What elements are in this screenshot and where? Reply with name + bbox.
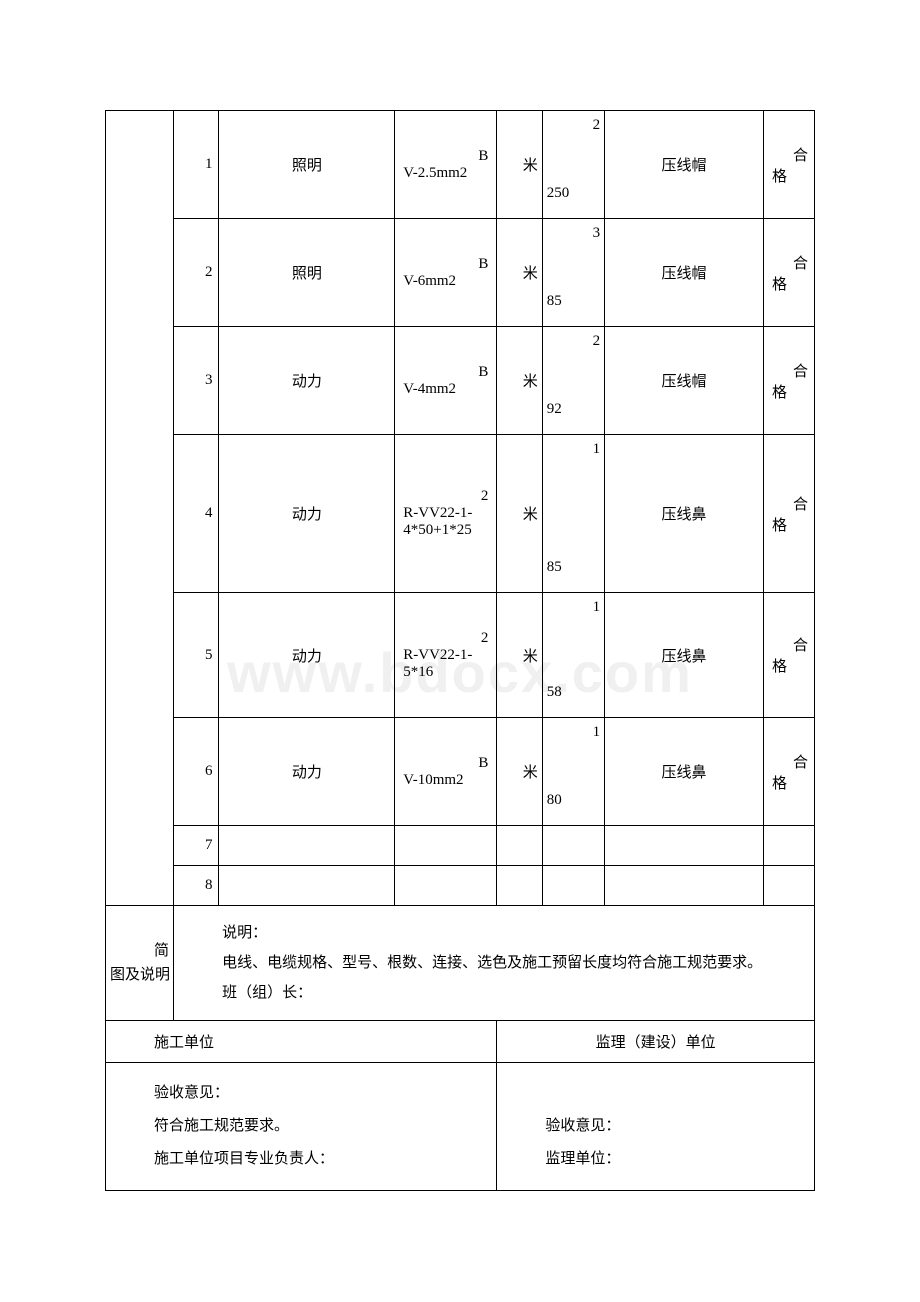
row-method: 压线鼻 [605, 435, 764, 593]
row-method: 压线帽 [605, 111, 764, 219]
row-spec [395, 826, 497, 866]
description-row: 简 图及说明 说明： 电线、电缆规格、型号、根数、连接、选色及施工预留长度均符合… [106, 906, 815, 1021]
row-qty: 1 85 [542, 435, 604, 593]
row-method: 压线帽 [605, 219, 764, 327]
row-result: 合 格 [763, 593, 814, 718]
row-name [219, 826, 395, 866]
row-name [219, 866, 395, 906]
row-method [605, 826, 764, 866]
row-index: 8 [174, 866, 219, 906]
row-method: 压线帽 [605, 327, 764, 435]
row-qty: 2 250 [542, 111, 604, 219]
row-spec: B V-4mm2 [395, 327, 497, 435]
desc-line: 电线、电缆规格、型号、根数、连接、选色及施工预留长度均符合施工规范要求。 [192, 948, 796, 978]
row-spec [395, 866, 497, 906]
row-unit: 米 [497, 219, 542, 327]
row-index: 6 [174, 718, 219, 826]
row-name: 照明 [219, 219, 395, 327]
construction-opinion: 验收意见： 符合施工规范要求。 施工单位项目专业负责人： [106, 1063, 497, 1191]
row-unit: 米 [497, 593, 542, 718]
row-index: 1 [174, 111, 219, 219]
row-index: 3 [174, 327, 219, 435]
row-name: 动力 [219, 718, 395, 826]
row-unit: 米 [497, 327, 542, 435]
footer-line: 验收意见： [124, 1077, 478, 1110]
row-result: 合 格 [763, 718, 814, 826]
row-result [763, 826, 814, 866]
row-method: 压线鼻 [605, 593, 764, 718]
row-result: 合 格 [763, 435, 814, 593]
inspection-table: 1 照明 B V-2.5mm2 米 2 250 压线帽 合 格 2 照明 B V… [105, 110, 815, 1191]
row-name: 动力 [219, 327, 395, 435]
table-row: 2 照明 B V-6mm2 米 3 85 压线帽 合 格 [106, 219, 815, 327]
row-index: 5 [174, 593, 219, 718]
table-row: 7 [106, 826, 815, 866]
row-qty [542, 826, 604, 866]
row-unit: 米 [497, 111, 542, 219]
row-qty: 2 92 [542, 327, 604, 435]
left-empty-cell [106, 111, 174, 906]
construction-unit-header: 施工单位 [106, 1021, 497, 1063]
row-method: 压线鼻 [605, 718, 764, 826]
supervision-opinion: 验收意见： 监理单位： [497, 1063, 815, 1191]
row-name: 照明 [219, 111, 395, 219]
row-name: 动力 [219, 593, 395, 718]
footer-line: 监理单位： [515, 1143, 796, 1176]
row-unit [497, 866, 542, 906]
row-method [605, 866, 764, 906]
row-spec: B V-2.5mm2 [395, 111, 497, 219]
row-result: 合 格 [763, 327, 814, 435]
description-content: 说明： 电线、电缆规格、型号、根数、连接、选色及施工预留长度均符合施工规范要求。… [174, 906, 815, 1021]
footer-line [515, 1077, 796, 1110]
row-result: 合 格 [763, 219, 814, 327]
row-index: 4 [174, 435, 219, 593]
table-row: 1 照明 B V-2.5mm2 米 2 250 压线帽 合 格 [106, 111, 815, 219]
table-row: 6 动力 B V-10mm2 米 1 80 压线鼻 合 格 [106, 718, 815, 826]
table-row: 5 动力 2 R-VV22-1-5*16 米 1 58 压线鼻 合 格 [106, 593, 815, 718]
row-unit: 米 [497, 718, 542, 826]
description-label: 简 图及说明 [106, 906, 174, 1021]
row-qty: 1 58 [542, 593, 604, 718]
footer-line: 符合施工规范要求。 [124, 1110, 478, 1143]
row-result: 合 格 [763, 111, 814, 219]
row-qty: 1 80 [542, 718, 604, 826]
row-spec: B V-6mm2 [395, 219, 497, 327]
footer-body-row: 验收意见： 符合施工规范要求。 施工单位项目专业负责人： 验收意见： 监理单位： [106, 1063, 815, 1191]
table-row: 3 动力 B V-4mm2 米 2 92 压线帽 合 格 [106, 327, 815, 435]
row-result [763, 866, 814, 906]
supervision-unit-header: 监理（建设）单位 [497, 1021, 815, 1063]
row-name: 动力 [219, 435, 395, 593]
desc-line: 说明： [192, 918, 796, 948]
row-spec: 2 R-VV22-1-4*50+1*25 [395, 435, 497, 593]
row-unit [497, 826, 542, 866]
row-unit: 米 [497, 435, 542, 593]
desc-line: 班（组）长： [192, 978, 796, 1008]
table-row: 4 动力 2 R-VV22-1-4*50+1*25 米 1 85 压线鼻 合 格 [106, 435, 815, 593]
row-spec: 2 R-VV22-1-5*16 [395, 593, 497, 718]
footer-header-row: 施工单位 监理（建设）单位 [106, 1021, 815, 1063]
footer-line: 施工单位项目专业负责人： [124, 1143, 478, 1176]
row-qty [542, 866, 604, 906]
row-spec: B V-10mm2 [395, 718, 497, 826]
table-row: 8 [106, 866, 815, 906]
row-index: 7 [174, 826, 219, 866]
row-index: 2 [174, 219, 219, 327]
row-qty: 3 85 [542, 219, 604, 327]
footer-line: 验收意见： [515, 1110, 796, 1143]
